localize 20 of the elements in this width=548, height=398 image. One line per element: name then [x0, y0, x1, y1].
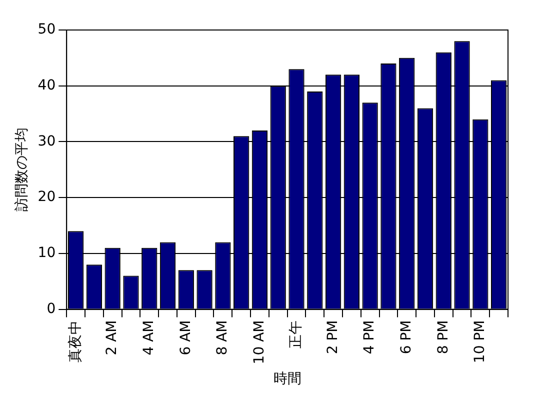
x-tick-label: 4 PM [362, 320, 378, 354]
x-tick-label: 10 PM [472, 320, 488, 364]
x-axis-title: 時間 [273, 371, 302, 388]
x-tick-label: 10 AM [251, 320, 268, 364]
x-tick-label: 6 PM [398, 320, 414, 354]
x-tick-label: 4 AM [141, 320, 158, 356]
y-tick-label: 30 [38, 133, 56, 150]
y-tick-label: 10 [38, 245, 56, 262]
x-tick-label: 真夜中 [67, 320, 84, 362]
y-tick-label: 40 [38, 77, 56, 94]
y-axis-title: 訪問数の平均 [14, 128, 30, 212]
x-tick-label: 8 AM [214, 320, 231, 356]
x-tick-label: 6 AM [178, 320, 194, 356]
x-tick-label: 2 AM [104, 320, 120, 356]
y-tick-label: 50 [38, 22, 56, 38]
y-tick-label: 0 [46, 300, 56, 317]
x-tick-label: 2 PM [324, 320, 341, 354]
y-tick-label: 20 [38, 189, 56, 206]
x-tick-label: 8 PM [435, 320, 452, 354]
x-tick-label: 正午 [288, 320, 304, 348]
